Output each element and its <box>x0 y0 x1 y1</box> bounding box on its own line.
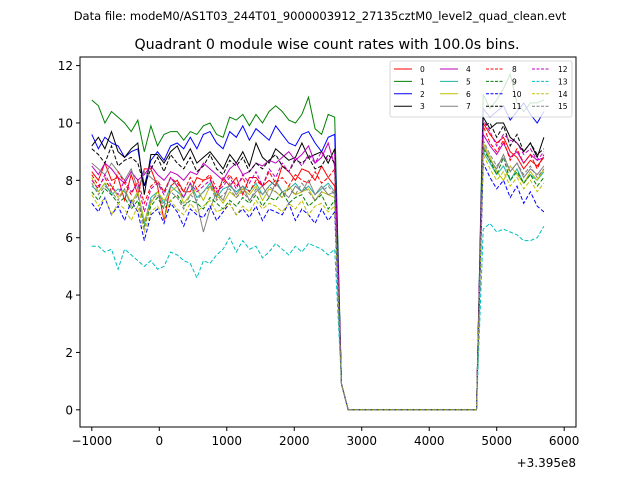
x-tick-label: 3000 <box>346 434 377 448</box>
x-tick-label: 1000 <box>212 434 243 448</box>
y-tick-label: 10 <box>58 116 73 130</box>
legend-label-8: 8 <box>512 65 517 74</box>
legend-label-12: 12 <box>558 65 568 74</box>
x-tick-label: 2000 <box>279 434 310 448</box>
y-tick-label: 12 <box>58 59 73 73</box>
y-tick-label: 6 <box>65 231 73 245</box>
x-tick-label: 5000 <box>481 434 512 448</box>
series-line-7 <box>91 145 545 411</box>
chart-title: Quadrant 0 module wise count rates with … <box>134 37 519 53</box>
legend-label-3: 3 <box>420 102 425 111</box>
legend-label-4: 4 <box>466 65 471 74</box>
legend-label-9: 9 <box>512 77 517 86</box>
legend-label-2: 2 <box>420 90 425 99</box>
series-line-8 <box>91 125 545 411</box>
y-tick-label: 8 <box>65 174 73 188</box>
legend-label-5: 5 <box>466 77 471 86</box>
x-tick-label: 4000 <box>414 434 445 448</box>
legend-label-13: 13 <box>558 77 568 86</box>
legend-label-7: 7 <box>466 102 471 111</box>
legend-label-14: 14 <box>558 90 568 99</box>
x-offset-label: +3.395e8 <box>517 456 576 470</box>
series-line-13 <box>91 222 545 411</box>
x-tick-label: 6000 <box>549 434 580 448</box>
series-line-6 <box>91 142 545 411</box>
series-line-1 <box>91 72 545 411</box>
legend-label-6: 6 <box>466 90 471 99</box>
figure-suptitle: Data file: modeM0/AS1T03_244T01_90000039… <box>74 9 567 23</box>
y-tick-label: 2 <box>65 346 73 360</box>
legend-label-10: 10 <box>512 90 522 99</box>
legend-label-1: 1 <box>420 77 425 86</box>
series-line-12 <box>91 118 545 411</box>
legend-label-0: 0 <box>420 65 425 74</box>
series-line-15 <box>91 139 545 411</box>
series-line-2 <box>91 102 545 411</box>
legend-label-15: 15 <box>558 102 568 111</box>
series-line-0 <box>91 121 545 411</box>
x-tick-label: 0 <box>155 434 163 448</box>
legend-box <box>389 60 573 118</box>
series-line-14 <box>91 154 545 411</box>
y-tick-label: 4 <box>65 289 73 303</box>
legend-label-11: 11 <box>512 102 522 111</box>
series-line-11 <box>91 122 545 411</box>
series-line-10 <box>91 162 545 411</box>
axes-frame <box>79 56 577 428</box>
x-tick-label: −1000 <box>72 434 113 448</box>
y-tick-label: 0 <box>65 403 73 417</box>
